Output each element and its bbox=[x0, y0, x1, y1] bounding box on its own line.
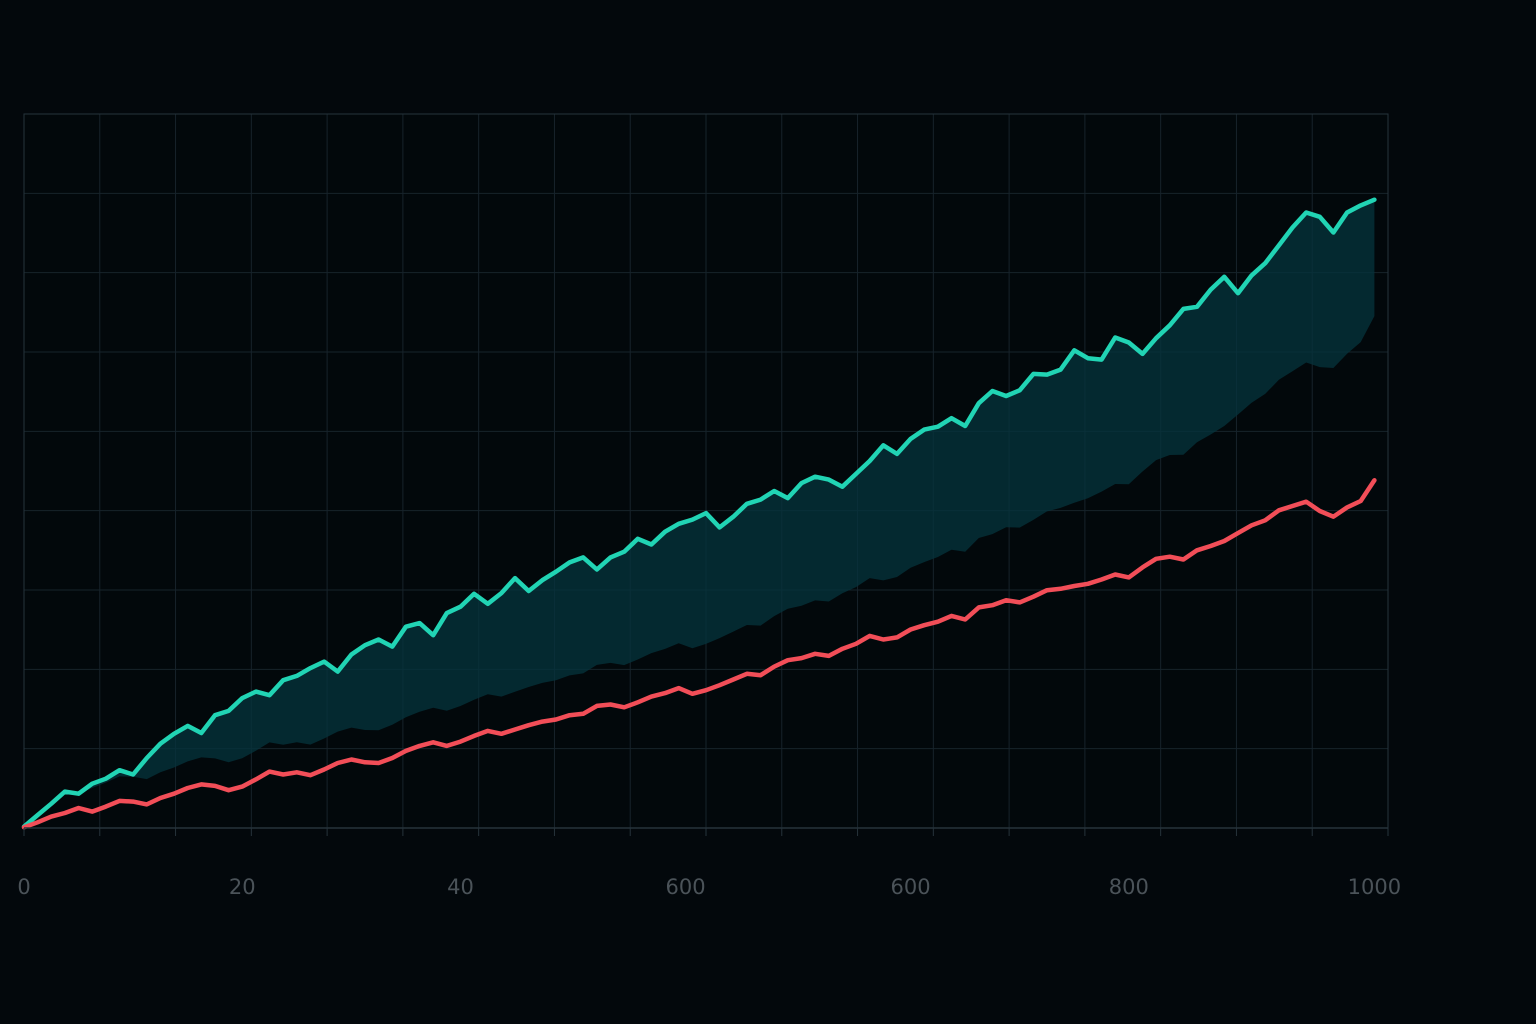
x-tick-label: 1000 bbox=[1348, 875, 1401, 899]
band-fill bbox=[24, 199, 1375, 827]
x-tick-label: 800 bbox=[1109, 875, 1149, 899]
series-lines bbox=[21, 197, 1377, 830]
series-line-red bbox=[21, 478, 1377, 830]
series-line-teal bbox=[21, 197, 1377, 829]
grid bbox=[23, 113, 1389, 829]
x-tick-label: 40 bbox=[447, 875, 474, 899]
x-tick-label: 0 bbox=[17, 875, 30, 899]
x-tick-label: 600 bbox=[891, 875, 931, 899]
x-tick-label: 600 bbox=[665, 875, 705, 899]
band-area bbox=[24, 199, 1375, 827]
x-tick-label: 20 bbox=[229, 875, 256, 899]
x-axis-ticks: 0 20 40 600 600 800 1000 bbox=[17, 875, 1401, 899]
x-axis bbox=[23, 827, 1389, 836]
